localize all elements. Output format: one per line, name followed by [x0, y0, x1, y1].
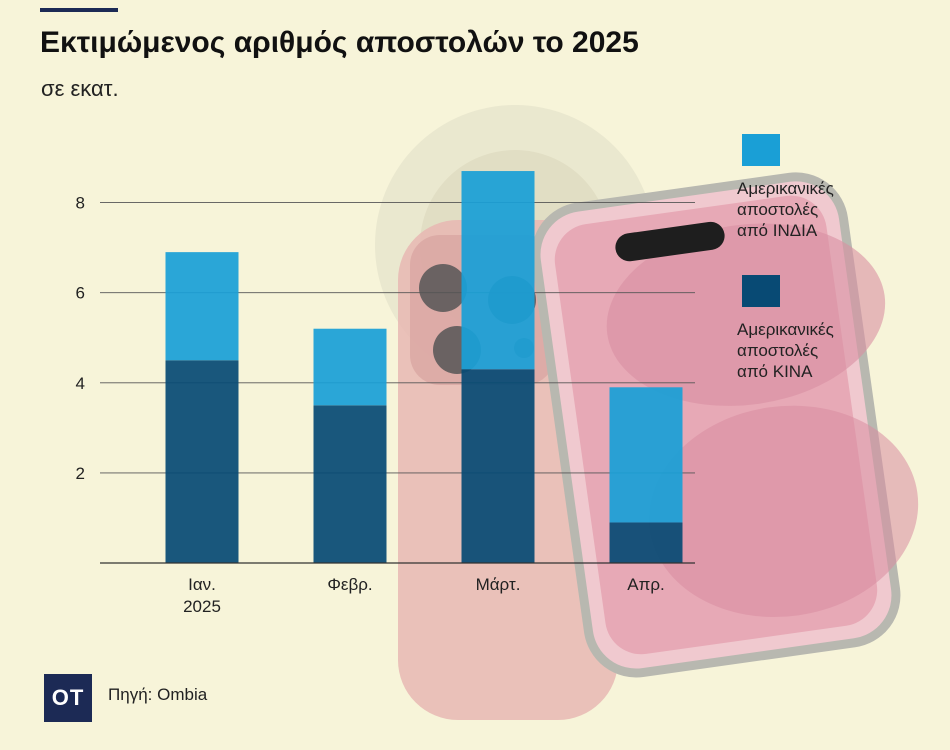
x-tick-label: Απρ. — [627, 575, 664, 594]
y-tick-label: 8 — [76, 194, 85, 213]
bar-china-0 — [165, 360, 239, 563]
x-tick-label: 2025 — [183, 597, 221, 616]
bar-china-2 — [461, 369, 535, 563]
legend-label-india: Αμερικανικές αποστολές από ΙΝΔΙΑ — [737, 179, 834, 240]
chart-subtitle: σε εκατ. — [41, 76, 119, 101]
bar-india-2 — [461, 171, 535, 370]
y-axis-ticks: 2 4 6 8 — [76, 194, 85, 483]
legend-label-china: Αμερικανικές αποστολές από ΚΙΝΑ — [737, 320, 834, 381]
top-accent-rule — [40, 8, 118, 12]
chart-title: Εκτιμώμενος αριθμός αποστολών το 2025 — [40, 26, 639, 59]
source-note: Πηγή: Ombia — [108, 685, 208, 704]
x-tick-label: Μάρτ. — [476, 575, 521, 594]
x-tick-label: Ιαν. — [188, 575, 216, 594]
legend-item-china: Αμερικανικές αποστολές από ΚΙΝΑ — [737, 275, 917, 382]
bar-india-0 — [165, 252, 239, 361]
brand-logo: OT — [44, 674, 92, 722]
x-axis-ticks: Ιαν. 2025 Φεβρ. Μάρτ. Απρ. — [183, 575, 665, 616]
bar-china-1 — [313, 405, 387, 563]
bar-india-3 — [609, 387, 683, 523]
legend-item-india: Αμερικανικές αποστολές από ΙΝΔΙΑ — [737, 134, 917, 241]
y-tick-label: 2 — [76, 464, 85, 483]
legend-swatch-india — [742, 134, 780, 166]
legend-swatch-china — [742, 275, 780, 307]
y-tick-label: 4 — [76, 374, 85, 393]
bar-india-1 — [313, 328, 387, 406]
x-tick-label: Φεβρ. — [327, 575, 372, 594]
y-tick-label: 6 — [76, 284, 85, 303]
bar-china-3 — [609, 522, 683, 563]
chart-bars — [165, 171, 683, 563]
